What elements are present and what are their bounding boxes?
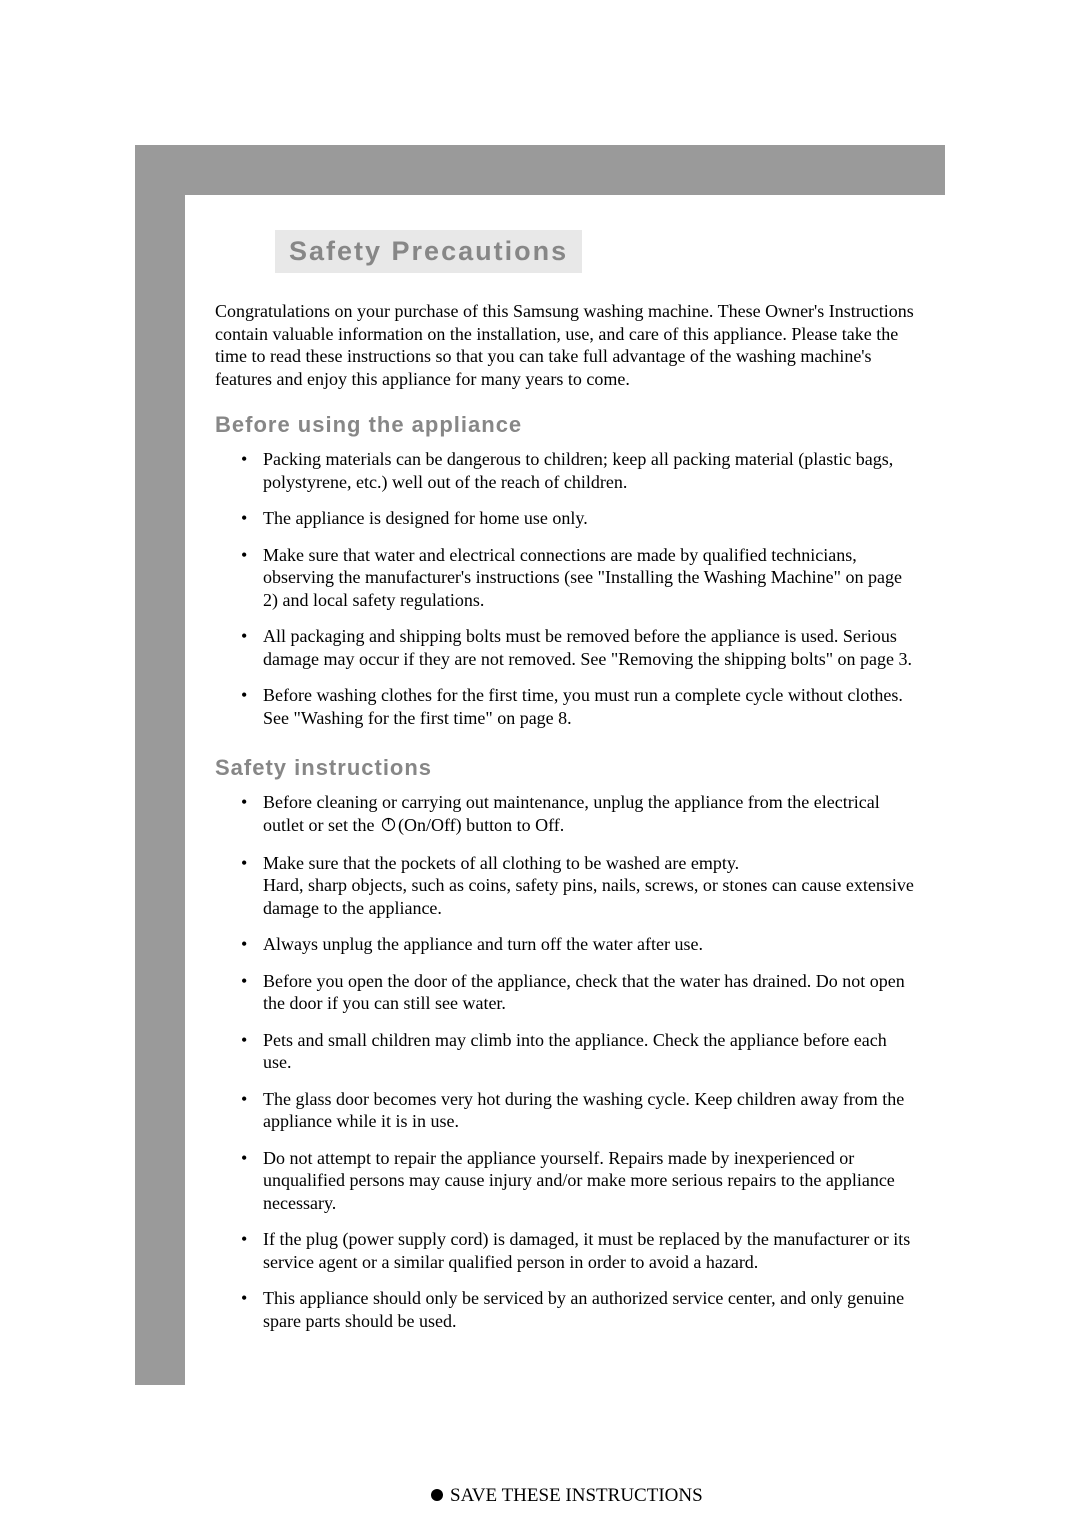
list-item-text-post: (On/Off) button to Off. bbox=[398, 815, 564, 835]
before-use-list: Packing materials can be dangerous to ch… bbox=[215, 448, 915, 729]
list-item: This appliance should only be serviced b… bbox=[263, 1287, 915, 1332]
section-heading-before-use: Before using the appliance bbox=[215, 412, 915, 438]
list-item: Before washing clothes for the first tim… bbox=[263, 684, 915, 729]
list-item: Before cleaning or carrying out maintena… bbox=[263, 791, 915, 838]
list-item: Packing materials can be dangerous to ch… bbox=[263, 448, 915, 493]
bullet-dot-icon bbox=[430, 1486, 444, 1508]
list-item: If the plug (power supply cord) is damag… bbox=[263, 1228, 915, 1273]
section-heading-safety: Safety instructions bbox=[215, 755, 915, 781]
header-bar-left bbox=[135, 195, 185, 1385]
intro-paragraph: Congratulations on your purchase of this… bbox=[215, 300, 915, 390]
list-item: Always unplug the appliance and turn off… bbox=[263, 933, 915, 956]
page-title-box: Safety Precautions bbox=[275, 230, 582, 273]
page-title: Safety Precautions bbox=[289, 236, 568, 267]
list-item: Do not attempt to repair the appliance y… bbox=[263, 1147, 915, 1215]
safety-list: Before cleaning or carrying out maintena… bbox=[215, 791, 915, 1332]
list-item: Make sure that the pockets of all clothi… bbox=[263, 852, 915, 920]
list-item: The appliance is designed for home use o… bbox=[263, 507, 915, 530]
header-bar-top bbox=[135, 145, 945, 195]
power-icon bbox=[381, 815, 396, 838]
list-item: Before you open the door of the applianc… bbox=[263, 970, 915, 1015]
footer-note: SAVE THESE INSTRUCTIONS bbox=[430, 1485, 703, 1508]
list-item-text-pre: Before cleaning or carrying out maintena… bbox=[263, 792, 880, 835]
footer-text: SAVE THESE INSTRUCTIONS bbox=[450, 1485, 703, 1506]
list-item: All packaging and shipping bolts must be… bbox=[263, 625, 915, 670]
list-item: The glass door becomes very hot during t… bbox=[263, 1088, 915, 1133]
list-item: Pets and small children may climb into t… bbox=[263, 1029, 915, 1074]
page-container: Safety Precautions Congratulations on yo… bbox=[0, 0, 1080, 1525]
list-item: Make sure that water and electrical conn… bbox=[263, 544, 915, 612]
content-area: Congratulations on your purchase of this… bbox=[215, 300, 915, 1358]
